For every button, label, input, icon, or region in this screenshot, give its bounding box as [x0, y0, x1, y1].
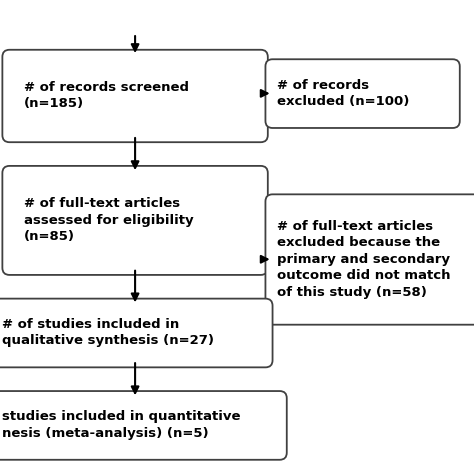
FancyBboxPatch shape [265, 59, 460, 128]
Text: # of full-text articles
assessed for eligibility
(n=85): # of full-text articles assessed for eli… [24, 197, 193, 244]
Text: # of records screened
(n=185): # of records screened (n=185) [24, 81, 189, 110]
Text: studies included in quantitative
nesis (meta-analysis) (n=5): studies included in quantitative nesis (… [2, 410, 241, 440]
FancyBboxPatch shape [2, 166, 268, 275]
FancyBboxPatch shape [0, 299, 273, 367]
Text: # of studies included in
qualitative synthesis (n=27): # of studies included in qualitative syn… [2, 318, 214, 347]
FancyBboxPatch shape [2, 50, 268, 142]
Text: # of records
excluded (n=100): # of records excluded (n=100) [277, 79, 410, 108]
FancyBboxPatch shape [0, 391, 287, 460]
FancyBboxPatch shape [265, 194, 474, 325]
Text: # of full-text articles
excluded because the
primary and secondary
outcome did n: # of full-text articles excluded because… [277, 220, 451, 299]
